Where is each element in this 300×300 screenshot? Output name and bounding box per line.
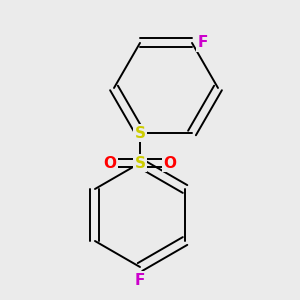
Text: S: S [134,155,146,170]
Text: F: F [135,273,145,288]
Text: O: O [103,155,116,170]
Text: F: F [198,35,208,50]
Text: O: O [164,155,176,170]
Text: S: S [134,125,146,140]
